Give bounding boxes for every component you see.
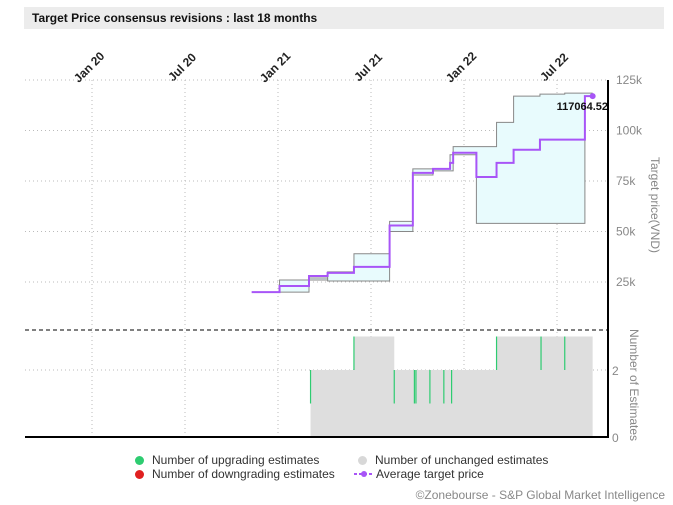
legend-average[interactable]: Average target price <box>354 467 484 481</box>
last-value-label: 117064.52 <box>557 101 608 113</box>
last-point <box>589 93 596 100</box>
y-axis-title: Target price(VND) <box>648 157 662 253</box>
average-target-line <box>251 95 593 294</box>
legend-upgrading[interactable]: Number of upgrading estimates <box>135 453 319 467</box>
estimates-tick-label: 2 <box>612 364 619 378</box>
y-tick-label: 75k <box>616 174 636 188</box>
x-tick-label: Jul 21 <box>351 50 385 84</box>
credit: ©Zonebourse - S&P Global Market Intellig… <box>415 488 665 502</box>
x-tick-label: Jul 22 <box>537 50 571 84</box>
y-tick-label: 50k <box>616 225 636 239</box>
range-fill <box>279 93 593 293</box>
legend-label: Number of downgrading estimates <box>152 467 335 481</box>
chart-title: Target Price consensus revisions : last … <box>24 7 664 29</box>
legend-unchanged[interactable]: Number of unchanged estimates <box>358 453 548 467</box>
estimates-axis-title: Number of Estimates <box>627 329 641 441</box>
x-tick-label: Jan 21 <box>257 49 294 86</box>
legend-label: Number of upgrading estimates <box>152 453 320 467</box>
x-tick-label: Jul 20 <box>165 50 199 84</box>
legend-label: Average target price <box>376 467 484 481</box>
y-tick-label: 125k <box>616 73 643 87</box>
legend-downgrading[interactable]: Number of downgrading estimates <box>135 467 335 481</box>
estimates-tick-label: 0 <box>612 431 619 445</box>
y-tick-label: 25k <box>616 275 636 289</box>
dashed-line-icon <box>354 471 374 477</box>
y-tick-label: 100k <box>616 124 643 138</box>
gray-dot-icon <box>358 456 367 465</box>
green-dot-icon <box>135 456 144 465</box>
max-target-line <box>279 92 593 293</box>
legend-label: Number of unchanged estimates <box>375 453 549 467</box>
red-dot-icon <box>135 470 144 479</box>
min-target-line <box>279 95 593 293</box>
